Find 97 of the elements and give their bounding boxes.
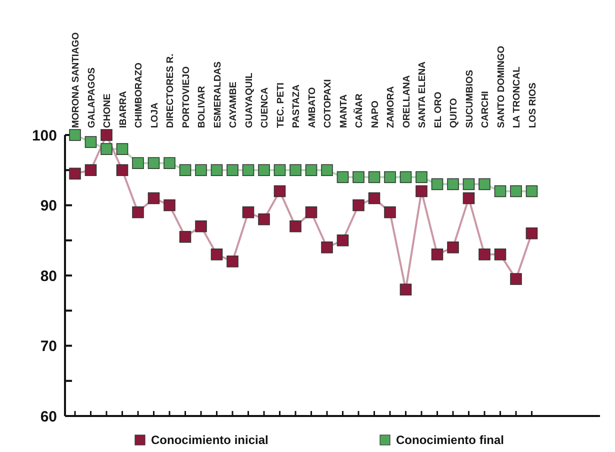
point <box>164 199 176 212</box>
point <box>526 185 538 198</box>
point <box>478 248 490 260</box>
point <box>84 164 97 176</box>
x-tick-label: SUCUMBIOS <box>464 70 476 128</box>
point <box>384 171 396 184</box>
point <box>274 164 286 176</box>
x-tick-label: CHONE <box>102 94 113 128</box>
point <box>478 178 490 190</box>
point <box>431 248 444 260</box>
point <box>179 164 192 176</box>
x-tick-label: CARCHI <box>480 91 491 128</box>
point <box>494 248 506 260</box>
x-tick-label: SANTO DOMINGO <box>496 46 507 128</box>
x-tick-label: GALAPAGOS <box>86 67 98 128</box>
x-tick-label: EL ORO <box>432 92 444 128</box>
x-tick-label: NAPO <box>370 100 381 128</box>
point <box>305 164 318 176</box>
y-tick-label: 70 <box>40 338 57 355</box>
point <box>368 171 380 184</box>
point <box>242 206 254 218</box>
x-tick-label: ESMERALDAS <box>212 61 224 128</box>
point <box>510 185 522 198</box>
y-tick-label: 90 <box>40 198 57 214</box>
point <box>132 157 144 169</box>
point <box>164 157 176 169</box>
point <box>132 206 144 218</box>
point <box>462 178 475 190</box>
x-tick-label: CHIMBORAZO <box>134 62 144 128</box>
legend-label: Conocimiento final <box>396 433 504 448</box>
point <box>321 242 333 254</box>
point <box>336 171 349 184</box>
x-tick-label: GUAYAQUIL <box>244 72 255 128</box>
point <box>100 143 112 155</box>
point <box>258 213 270 226</box>
point <box>510 273 522 285</box>
x-tick-label: TEC. PETI <box>275 82 286 128</box>
point <box>69 129 81 141</box>
point <box>447 242 459 254</box>
x-tick-label: IBARRA <box>118 90 129 128</box>
x-tick-label: SANTA ELENA <box>417 61 428 128</box>
y-tick-label: 80 <box>40 268 57 285</box>
x-tick-label: LOS RIOS <box>527 82 538 128</box>
x-tick-label: BOLIVAR <box>196 86 208 128</box>
point <box>274 185 286 198</box>
x-tick-label: QUITO <box>448 98 460 128</box>
point <box>352 199 364 212</box>
point <box>148 157 160 169</box>
point <box>226 256 238 268</box>
x-tick-label: AMBATO <box>306 87 318 128</box>
point <box>148 192 160 204</box>
point <box>226 164 238 176</box>
point <box>368 192 380 204</box>
x-tick-label: CAÑAR <box>353 94 365 128</box>
y-tick-label: 100 <box>32 127 57 144</box>
x-tick-label: CUENCA <box>260 87 270 128</box>
point <box>305 206 318 218</box>
x-tick-label: ORELLANA <box>401 75 412 128</box>
point <box>116 143 128 155</box>
x-tick-label: DIRECTORES R. <box>165 54 176 128</box>
point <box>210 248 223 260</box>
point <box>84 136 97 148</box>
point <box>100 129 112 141</box>
point <box>321 164 333 176</box>
point <box>116 164 128 176</box>
x-tick-label: PASTAZA <box>291 84 302 128</box>
point <box>400 171 412 184</box>
point <box>195 164 207 176</box>
point <box>431 178 444 190</box>
point <box>290 220 302 232</box>
point <box>210 164 223 176</box>
point <box>494 185 506 198</box>
x-tick-label: MORONA SANTIAGO <box>70 32 82 128</box>
point <box>416 185 428 198</box>
point <box>195 220 207 232</box>
x-tick-label: ZAMORA <box>386 86 396 128</box>
x-tick-label: CAYAMBE <box>228 82 239 128</box>
x-tick-label: LA TRONCAL <box>512 66 522 128</box>
legend-label: Conocimiento inicial <box>151 433 268 448</box>
y-tick-label: 60 <box>40 408 57 426</box>
x-tick-label: PORTOVIEJO <box>180 66 192 128</box>
x-tick-label: COTOPAXI <box>322 79 334 128</box>
point <box>526 227 538 240</box>
point <box>384 206 396 218</box>
point <box>290 164 302 176</box>
x-tick-label: LOJA <box>149 102 160 128</box>
point <box>69 168 81 180</box>
point <box>462 192 475 204</box>
point <box>352 171 364 184</box>
point <box>447 178 459 190</box>
point <box>258 164 270 176</box>
point <box>242 164 254 176</box>
point <box>416 171 428 184</box>
point <box>336 234 349 246</box>
point <box>179 230 192 243</box>
point <box>400 284 412 296</box>
x-tick-label: MANTA <box>338 94 350 128</box>
